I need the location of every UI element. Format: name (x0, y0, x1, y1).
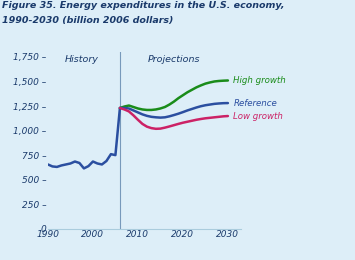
Text: High growth: High growth (233, 76, 286, 85)
Text: 1990-2030 (billion 2006 dollars): 1990-2030 (billion 2006 dollars) (2, 16, 173, 25)
Text: Low growth: Low growth (233, 112, 283, 121)
Text: Figure 35. Energy expenditures in the U.S. economy,: Figure 35. Energy expenditures in the U.… (2, 1, 284, 10)
Text: History: History (65, 55, 99, 64)
Text: Projections: Projections (148, 55, 200, 64)
Text: Reference: Reference (233, 99, 277, 108)
